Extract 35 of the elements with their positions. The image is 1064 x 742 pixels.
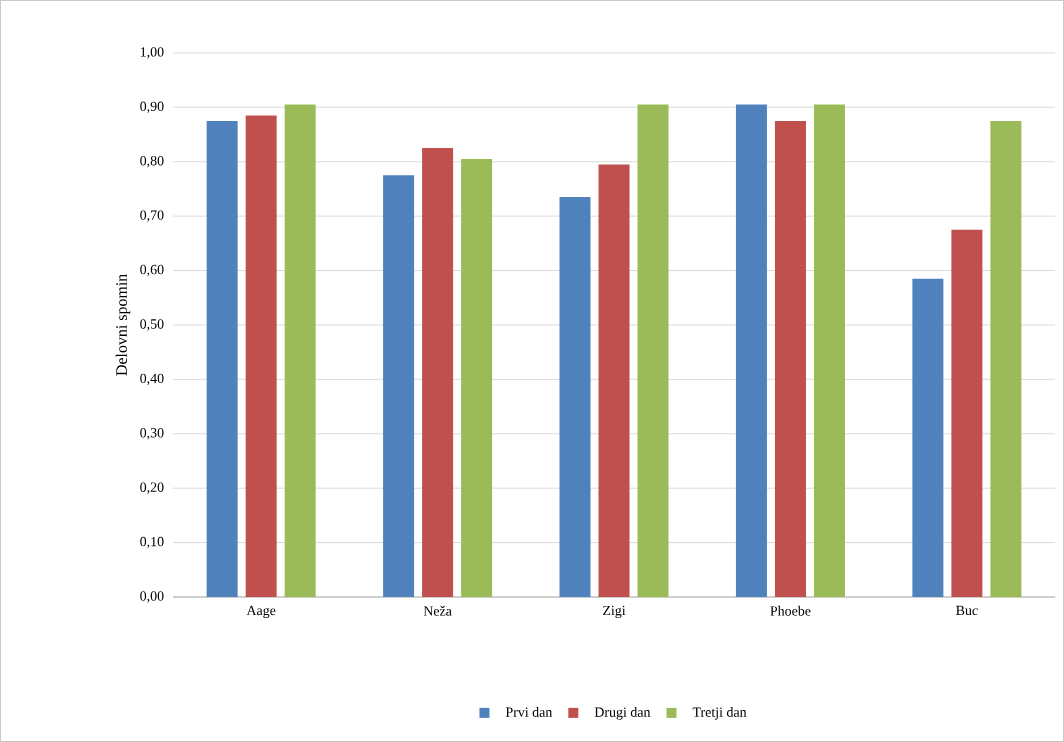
- y-tick-label: 0,30: [140, 428, 164, 440]
- bar: [422, 148, 454, 598]
- bar: [461, 159, 493, 598]
- bar: [598, 164, 630, 598]
- y-axis-title: Delovni spomin: [115, 274, 131, 376]
- x-tick-label: Phoebe: [770, 605, 811, 616]
- legend-label: Drugi dan: [594, 707, 651, 720]
- bar: [245, 115, 277, 598]
- bar: [813, 104, 845, 598]
- x-tick-label: Neža: [423, 605, 452, 616]
- x-tick-label: Zigi: [603, 605, 626, 619]
- y-tick-label: 0,80: [140, 156, 164, 168]
- bar: [206, 120, 238, 598]
- bar: [637, 104, 669, 598]
- y-tick-label: 0,10: [140, 536, 164, 549]
- y-tick-label: 0,00: [140, 591, 164, 603]
- bar: [735, 104, 767, 598]
- bar: [912, 278, 944, 598]
- bar: [284, 104, 316, 598]
- x-tick-label: Aage: [246, 605, 276, 619]
- y-tick-label: 0,90: [140, 101, 164, 114]
- y-tick-label: 0,50: [140, 319, 164, 331]
- legend-label: Tretji dan: [692, 707, 747, 720]
- y-tick-label: 0,40: [140, 373, 164, 386]
- y-tick-label: 0,20: [140, 482, 164, 494]
- bar: [383, 175, 415, 598]
- legend-label: Prvi dan: [505, 707, 553, 717]
- y-tick-label: 0,60: [140, 264, 164, 277]
- y-tick-label: 1,00: [140, 47, 164, 59]
- y-tick-label: 0,70: [140, 210, 164, 222]
- bar: [559, 197, 591, 598]
- bar: [990, 120, 1022, 598]
- bar: [951, 229, 983, 598]
- x-tick-label: Buc: [956, 605, 978, 616]
- bar: [774, 120, 806, 598]
